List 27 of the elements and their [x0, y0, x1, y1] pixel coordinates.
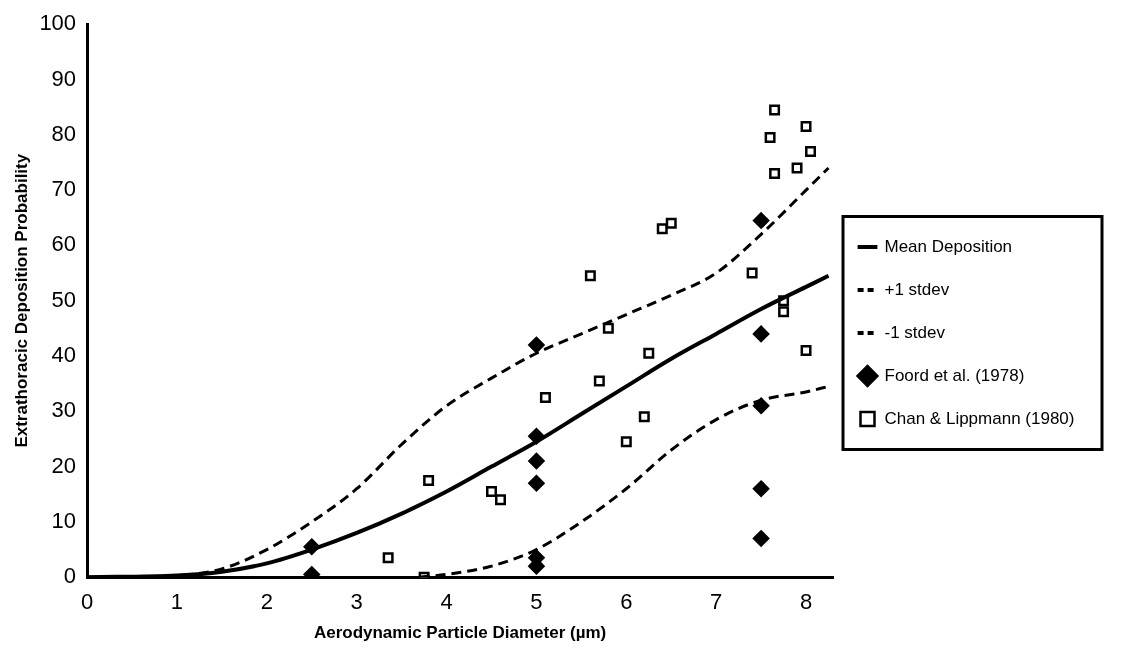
y-tick-label: 50 [51, 286, 77, 312]
x-axis-title: Aerodynamic Particle Diameter (µm) [313, 623, 607, 643]
y-tick-label: 60 [51, 231, 77, 257]
y-axis-title: Extrathoracic Deposition Probability [11, 153, 31, 448]
x-tick-label: 1 [170, 589, 184, 615]
y-tick-label: 0 [63, 563, 77, 589]
y-tick-label: 90 [51, 65, 77, 91]
y-tick-label: 100 [39, 10, 77, 36]
x-tick-label: 5 [530, 589, 543, 615]
x-tick-label: 4 [440, 589, 453, 615]
y-tick-label: 10 [51, 507, 77, 533]
x-tick-label: 7 [710, 589, 723, 615]
x-tick-label: 2 [260, 589, 273, 615]
y-tick-label: 70 [51, 176, 77, 202]
y-tick-label: 30 [51, 397, 77, 423]
legend-label: Foord et al. (1978) [884, 365, 1105, 385]
legend-label: +1 stdev [884, 279, 1030, 299]
y-tick-label: 40 [51, 342, 77, 368]
legend-label: Mean Deposition [884, 236, 1093, 256]
x-tick-label: 0 [80, 589, 94, 615]
y-tick-label: 80 [51, 120, 77, 146]
x-tick-label: 6 [620, 589, 633, 615]
x-tick-label: 3 [350, 589, 363, 615]
x-tick-label: 8 [799, 589, 813, 615]
legend-label: -1 stdev [884, 322, 1026, 342]
y-tick-label: 20 [51, 452, 77, 478]
legend-label: Chan & Lippmann (1980) [884, 408, 1131, 428]
